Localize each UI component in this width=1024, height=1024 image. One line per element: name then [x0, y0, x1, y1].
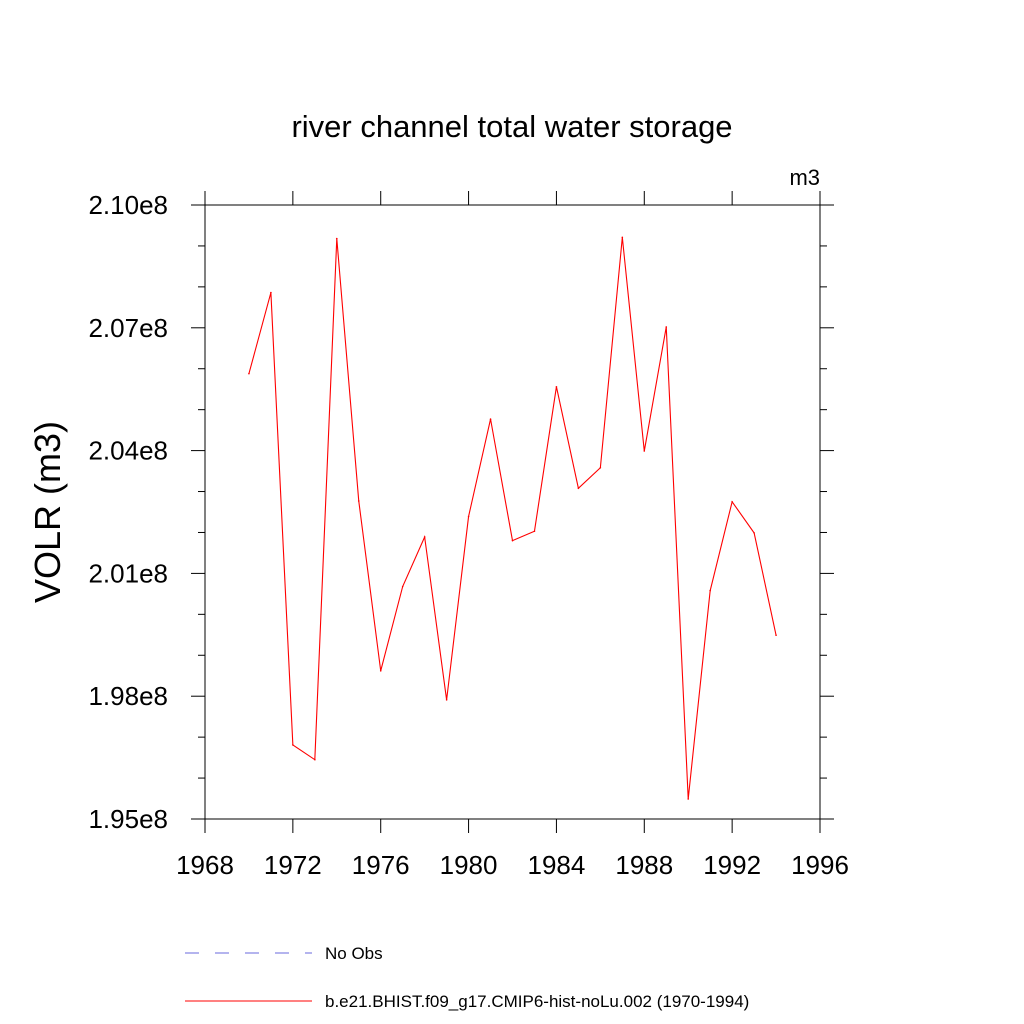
data-point: [379, 670, 382, 672]
data-point: [577, 487, 580, 490]
x-tick-label: 1984: [528, 850, 586, 880]
data-point: [292, 744, 294, 746]
data-point: [555, 385, 558, 388]
plot-frame: [204, 204, 821, 820]
x-tick-label: 1980: [440, 850, 498, 880]
units-label: m3: [789, 165, 820, 190]
data-point: [621, 236, 624, 239]
data-point: [248, 372, 250, 375]
data-point: [401, 585, 404, 588]
y-tick-label: 2.07e8: [88, 313, 168, 343]
y-tick-label: 2.01e8: [88, 558, 168, 588]
y-tick-label: 2.10e8: [88, 190, 168, 220]
data-point: [357, 500, 360, 502]
data-point: [643, 450, 646, 452]
data-point: [599, 466, 602, 469]
x-tick-label: 1976: [352, 850, 410, 880]
data-point: [335, 237, 338, 240]
legend-label-0: No Obs: [325, 944, 383, 963]
data-point: [467, 515, 470, 518]
data-point: [687, 798, 690, 800]
data-point: [423, 536, 426, 538]
x-tick-label: 1992: [703, 850, 761, 880]
y-tick-label: 1.95e8: [88, 804, 168, 834]
x-tick-label: 1996: [791, 850, 849, 880]
y-tick-label: 2.04e8: [88, 436, 168, 466]
chart-title: river channel total water storage: [291, 109, 732, 144]
y-tick-label: 1.98e8: [88, 681, 168, 711]
data-point: [270, 291, 272, 294]
data-point: [511, 539, 514, 542]
x-tick-label: 1988: [615, 850, 673, 880]
legend-label-1: b.e21.BHIST.f09_g17.CMIP6-hist-noLu.002 …: [325, 992, 749, 1011]
series-line-0: [248, 237, 777, 799]
x-tick-label: 1972: [264, 850, 322, 880]
data-point: [709, 589, 711, 592]
y-axis-label: VOLR (m3): [27, 421, 68, 603]
data-point: [665, 326, 668, 328]
legend: No Obs b.e21.BHIST.f09_g17.CMIP6-hist-noL…: [185, 944, 749, 1011]
data-point: [314, 758, 316, 761]
data-point: [445, 699, 448, 701]
data-point: [775, 634, 777, 637]
plot-area: 1968 1972 1976 1980 1984 1988 1992 1996 1.95e8 1.…: [88, 190, 848, 880]
x-tick-label: 1968: [176, 850, 234, 880]
data-point: [753, 532, 755, 534]
data-point: [731, 500, 733, 503]
data-point: [489, 418, 492, 420]
data-point: [533, 530, 536, 533]
